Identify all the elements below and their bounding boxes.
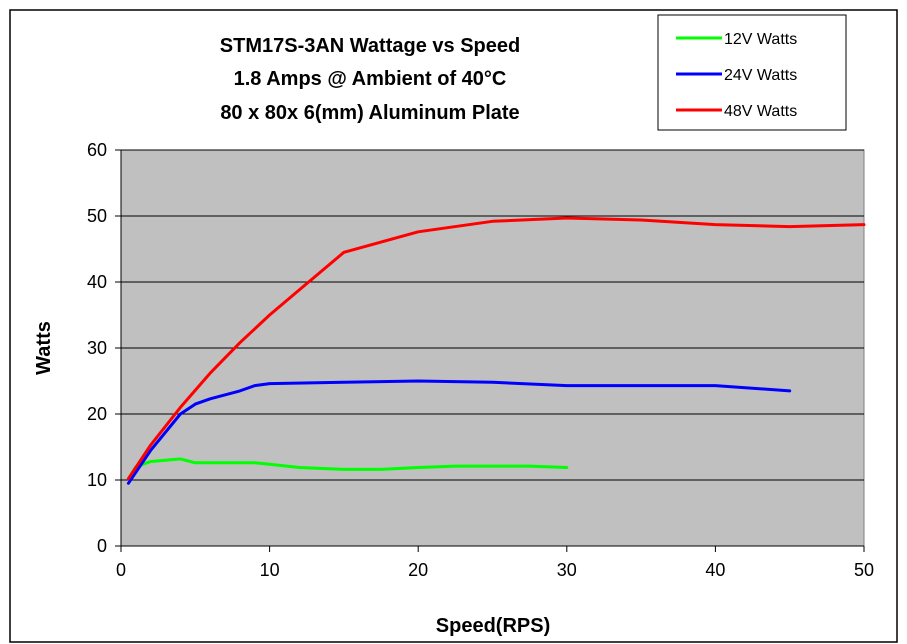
series-line-2 — [126, 216, 866, 481]
legend-label-2: 48V Watts — [724, 103, 797, 120]
x-tick-label-4: 40 — [705, 560, 725, 580]
series-line-0 — [126, 457, 569, 481]
y-axis-title: Watts — [33, 321, 55, 375]
y-tick-label-5: 50 — [87, 206, 107, 226]
axis-layer: 0 10 20 30 40 50 60 0 10 20 30 40 50 — [87, 140, 874, 580]
series-layer — [126, 216, 866, 485]
x-tick-label-2: 20 — [408, 560, 428, 580]
y-tick-label-0: 0 — [97, 536, 107, 556]
title-line-3: 80 x 80x 6(mm) Aluminum Plate — [220, 102, 519, 124]
x-tick-label-3: 30 — [557, 560, 577, 580]
series-line-1 — [126, 379, 792, 485]
plot-layer — [120, 149, 865, 547]
x-tick-label-0: 0 — [116, 560, 126, 580]
y-tick-label-3: 30 — [87, 338, 107, 358]
legend-label-1: 24V Watts — [724, 67, 797, 84]
legend: 12V Watts 24V Watts 48V Watts — [657, 14, 847, 131]
x-tick-label-5: 50 — [854, 560, 874, 580]
title-line-1: STM17S-3AN Wattage vs Speed — [220, 35, 520, 57]
y-tick-label-6: 60 — [87, 140, 107, 160]
y-tick-label-2: 20 — [87, 404, 107, 424]
x-tick-label-1: 10 — [260, 560, 280, 580]
title-line-2: 1.8 Amps @ Ambient of 40°C — [234, 68, 507, 90]
x-axis-title: Speed(RPS) — [436, 615, 550, 637]
y-tick-label-4: 40 — [87, 272, 107, 292]
chart-title: STM17S-3AN Wattage vs Speed 1.8 Amps @ A… — [220, 35, 520, 124]
y-tick-label-1: 10 — [87, 470, 107, 490]
legend-label-0: 12V Watts — [724, 31, 797, 48]
